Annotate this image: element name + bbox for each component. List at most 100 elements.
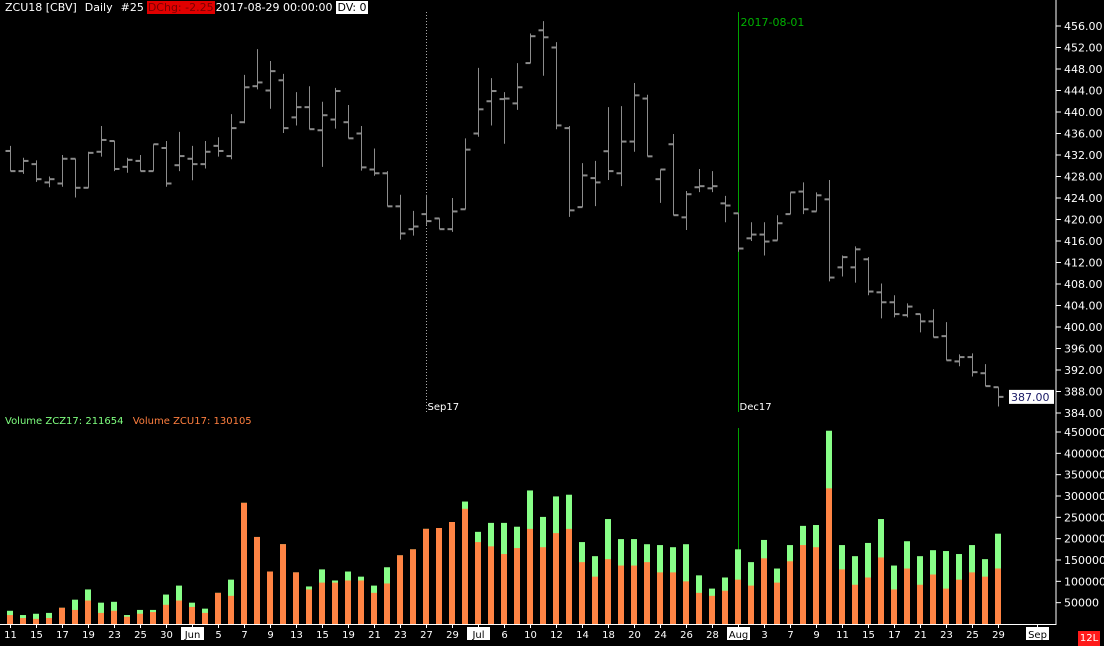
volume-tick-label: 100000 <box>1064 575 1104 588</box>
price-bar <box>369 148 380 176</box>
date-label: 28 <box>706 630 719 641</box>
volume-bar-zcu17 <box>683 581 689 624</box>
price-bar <box>174 131 185 172</box>
volume-bar-zcu17 <box>787 561 793 624</box>
volume-bar-zcu17 <box>761 558 767 624</box>
price-bar <box>239 74 250 124</box>
volume-bar-zcz17 <box>943 551 949 624</box>
price-bar <box>863 257 874 296</box>
price-bar <box>824 179 835 282</box>
volume-bar-zcu17 <box>397 555 403 624</box>
volume-bar-zcu17 <box>475 542 481 624</box>
volume-bar-zcu17 <box>917 584 923 624</box>
price-bar <box>629 82 640 152</box>
dv-value: DV: 0 <box>336 1 368 14</box>
volume-tick-label: 400000 <box>1064 447 1104 460</box>
volume-bar-zcu17 <box>865 577 871 624</box>
volume-bar-zcu17 <box>358 580 364 624</box>
date-label: 9 <box>267 630 273 641</box>
month-label: Jul <box>471 630 484 641</box>
volume-bar-zcu17 <box>371 592 377 624</box>
volume-bar-zcu17 <box>566 528 572 624</box>
price-tick-label: 412.00 <box>1064 257 1103 270</box>
volume-bar-zcu17 <box>826 488 832 624</box>
volume-bar-zcu17 <box>423 528 429 624</box>
volume-tick-label: 50000 <box>1064 597 1099 610</box>
volume-bar-zcu17 <box>228 595 234 624</box>
volume-bar-zcu17 <box>969 572 975 624</box>
date-label: 21 <box>368 630 381 641</box>
price-bar <box>785 191 796 216</box>
volume-bar-zcu17 <box>254 536 260 624</box>
last-price-box <box>1009 389 1054 404</box>
price-tick-label: 416.00 <box>1064 235 1103 248</box>
volume-bar-zcu17 <box>332 582 338 624</box>
volume-bar-zcu17 <box>163 604 169 624</box>
price-bar <box>135 155 146 173</box>
price-bar <box>967 353 978 377</box>
daily-change: DChg: -2.25 <box>146 1 215 14</box>
price-bar <box>577 163 588 209</box>
price-tick-label: 400.00 <box>1064 321 1103 334</box>
volume-bar-zcu17 <box>553 533 559 624</box>
volume-bar-zcu17 <box>98 612 104 624</box>
volume-bar-zcu17 <box>124 616 130 624</box>
price-bar <box>122 157 133 173</box>
price-bar <box>564 125 575 217</box>
volume-bar-zcu17 <box>306 589 312 624</box>
volume-bar-zcu17 <box>111 610 117 624</box>
bar-number: #25 <box>120 1 144 14</box>
status-badge[interactable]: 12L <box>1078 631 1100 646</box>
price-tick-label: 432.00 <box>1064 149 1103 162</box>
volume-bar-zcu17 <box>137 613 143 624</box>
month-label-box <box>1026 627 1049 640</box>
price-bar <box>954 354 965 367</box>
price-bar <box>278 73 289 133</box>
price-bar <box>811 192 822 213</box>
price-bar <box>538 21 549 76</box>
date-label: 24 <box>654 630 667 641</box>
month-label-box <box>467 627 490 640</box>
date-label: 17 <box>888 630 901 641</box>
month-label: Jun <box>184 630 201 641</box>
price-bar <box>343 105 354 140</box>
price-bar <box>70 157 81 198</box>
volume-bar-zcu17 <box>995 568 1001 624</box>
volume-bar-zcu17 <box>410 549 416 624</box>
price-bar <box>772 215 783 242</box>
month-label: Sep <box>1028 630 1047 641</box>
price-bar <box>616 106 627 187</box>
price-bar <box>356 125 367 171</box>
date-label: 7 <box>787 630 793 641</box>
volume-bar-zcu17 <box>449 522 455 624</box>
price-bar <box>733 212 744 252</box>
date-label: 23 <box>394 630 407 641</box>
price-bar <box>330 87 341 129</box>
chart-header: ZCU18 [CBV] Daily #25 DChg: -2.25 2017-0… <box>4 1 368 14</box>
price-bar <box>148 143 159 173</box>
volume-bar-zcu17 <box>20 618 26 624</box>
date-label: 13 <box>290 630 303 641</box>
volume-bar-zcu17 <box>943 588 949 624</box>
volume-bar-zcu17 <box>462 508 468 624</box>
price-bar <box>499 92 510 144</box>
legend-volume-zcu17: Volume ZCU17: 130105 <box>132 416 252 427</box>
date-label: 6 <box>501 630 507 641</box>
price-bar <box>96 125 107 157</box>
price-bar <box>200 141 211 169</box>
price-tick-label: 396.00 <box>1064 343 1103 356</box>
volume-bar-zcu17 <box>7 615 13 624</box>
date-label: 27 <box>420 630 433 641</box>
price-bar <box>876 283 887 319</box>
price-bar <box>460 138 471 211</box>
price-bar <box>408 210 419 236</box>
price-bar <box>980 364 991 388</box>
price-bar <box>421 194 432 225</box>
volume-bar-zcu17 <box>800 545 806 624</box>
last-price-label: 387.00 <box>1011 391 1050 404</box>
price-bar <box>915 313 926 333</box>
price-bar <box>265 60 276 109</box>
price-tick-label: 448.00 <box>1064 63 1103 76</box>
price-bar <box>434 217 445 231</box>
